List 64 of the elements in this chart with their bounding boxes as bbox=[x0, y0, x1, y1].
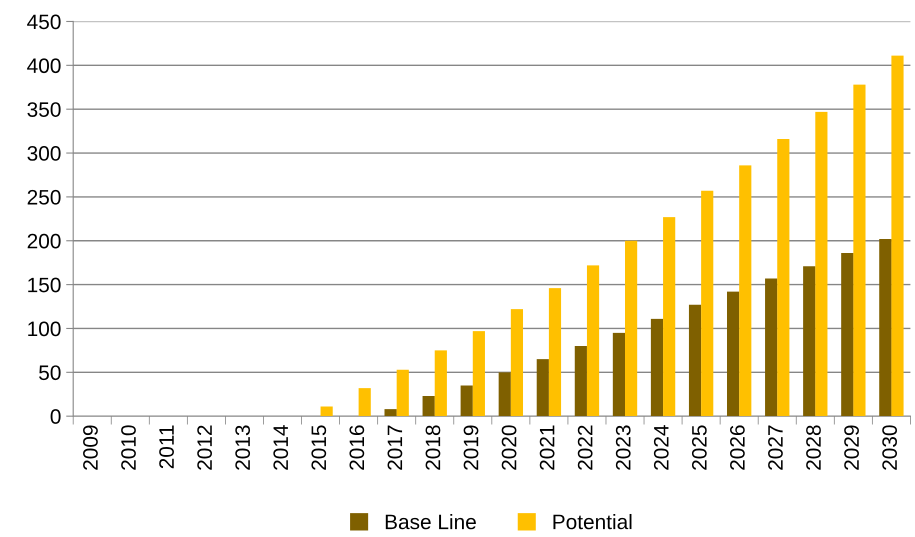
bar bbox=[548, 288, 562, 416]
bar bbox=[472, 331, 485, 416]
y-tick-label: 450 bbox=[27, 14, 61, 30]
bar bbox=[396, 370, 409, 416]
bar bbox=[726, 292, 740, 416]
x-tick-label: 2027 bbox=[768, 426, 783, 470]
x-tick-label: 2013 bbox=[235, 425, 250, 470]
y-tick-label: 400 bbox=[27, 58, 61, 74]
bar bbox=[739, 165, 752, 416]
x-tick-label: 2028 bbox=[806, 425, 821, 470]
x-tick-label: 2025 bbox=[692, 425, 707, 470]
bar bbox=[498, 372, 511, 416]
y-tick-label: 250 bbox=[28, 190, 61, 205]
bar bbox=[320, 406, 333, 416]
x-tick-label: 2029 bbox=[844, 425, 859, 470]
bar bbox=[650, 318, 664, 416]
x-tick-label: 2030 bbox=[882, 425, 897, 470]
x-tick-label: 2010 bbox=[121, 425, 136, 470]
bar bbox=[803, 266, 816, 416]
bar bbox=[663, 217, 676, 416]
bar bbox=[358, 388, 371, 416]
x-tick-label: 2017 bbox=[388, 426, 402, 470]
x-tick-label: 2022 bbox=[578, 426, 593, 470]
y-tick-label: 300 bbox=[27, 146, 61, 161]
bar bbox=[765, 278, 778, 416]
legend-label: Base Line bbox=[386, 514, 476, 530]
x-tick-label: 2026 bbox=[730, 425, 745, 470]
bar bbox=[701, 190, 714, 416]
bar bbox=[815, 112, 828, 416]
y-tick-label: 100 bbox=[28, 321, 61, 336]
bar bbox=[434, 350, 447, 416]
bar bbox=[536, 359, 549, 416]
bar bbox=[853, 84, 866, 416]
x-tick-label: 2018 bbox=[426, 425, 440, 470]
bar bbox=[384, 409, 397, 416]
x-tick-label: 2011 bbox=[159, 426, 174, 468]
x-tick-label: 2019 bbox=[464, 425, 478, 470]
bar bbox=[422, 396, 435, 416]
y-tick-label: 200 bbox=[28, 234, 61, 249]
y-tick-label: 350 bbox=[27, 102, 61, 117]
y-tick-label: 150 bbox=[28, 278, 61, 292]
bar bbox=[586, 265, 600, 416]
x-tick-label: 2023 bbox=[616, 425, 631, 470]
y-tick-label: 0 bbox=[50, 409, 61, 424]
x-tick-label: 2024 bbox=[654, 425, 669, 470]
x-tick-label: 2020 bbox=[502, 425, 516, 470]
bar bbox=[891, 56, 904, 416]
bar bbox=[688, 304, 702, 416]
bar bbox=[625, 240, 638, 416]
x-tick-label: 2012 bbox=[197, 426, 212, 470]
bar bbox=[574, 346, 587, 416]
x-tick-label: 2016 bbox=[349, 425, 364, 470]
bar bbox=[777, 139, 790, 416]
bar bbox=[460, 385, 473, 416]
x-tick-label: 2009 bbox=[83, 425, 98, 470]
bar bbox=[510, 309, 524, 416]
x-tick-label: 2014 bbox=[273, 425, 288, 470]
bar bbox=[841, 253, 854, 416]
legend-label: Potential bbox=[553, 514, 632, 530]
y-tick-label: 50 bbox=[39, 365, 61, 380]
bar bbox=[879, 239, 892, 416]
bar bbox=[612, 332, 626, 416]
x-tick-label: 2021 bbox=[540, 426, 554, 470]
x-tick-label: 2015 bbox=[311, 425, 326, 470]
